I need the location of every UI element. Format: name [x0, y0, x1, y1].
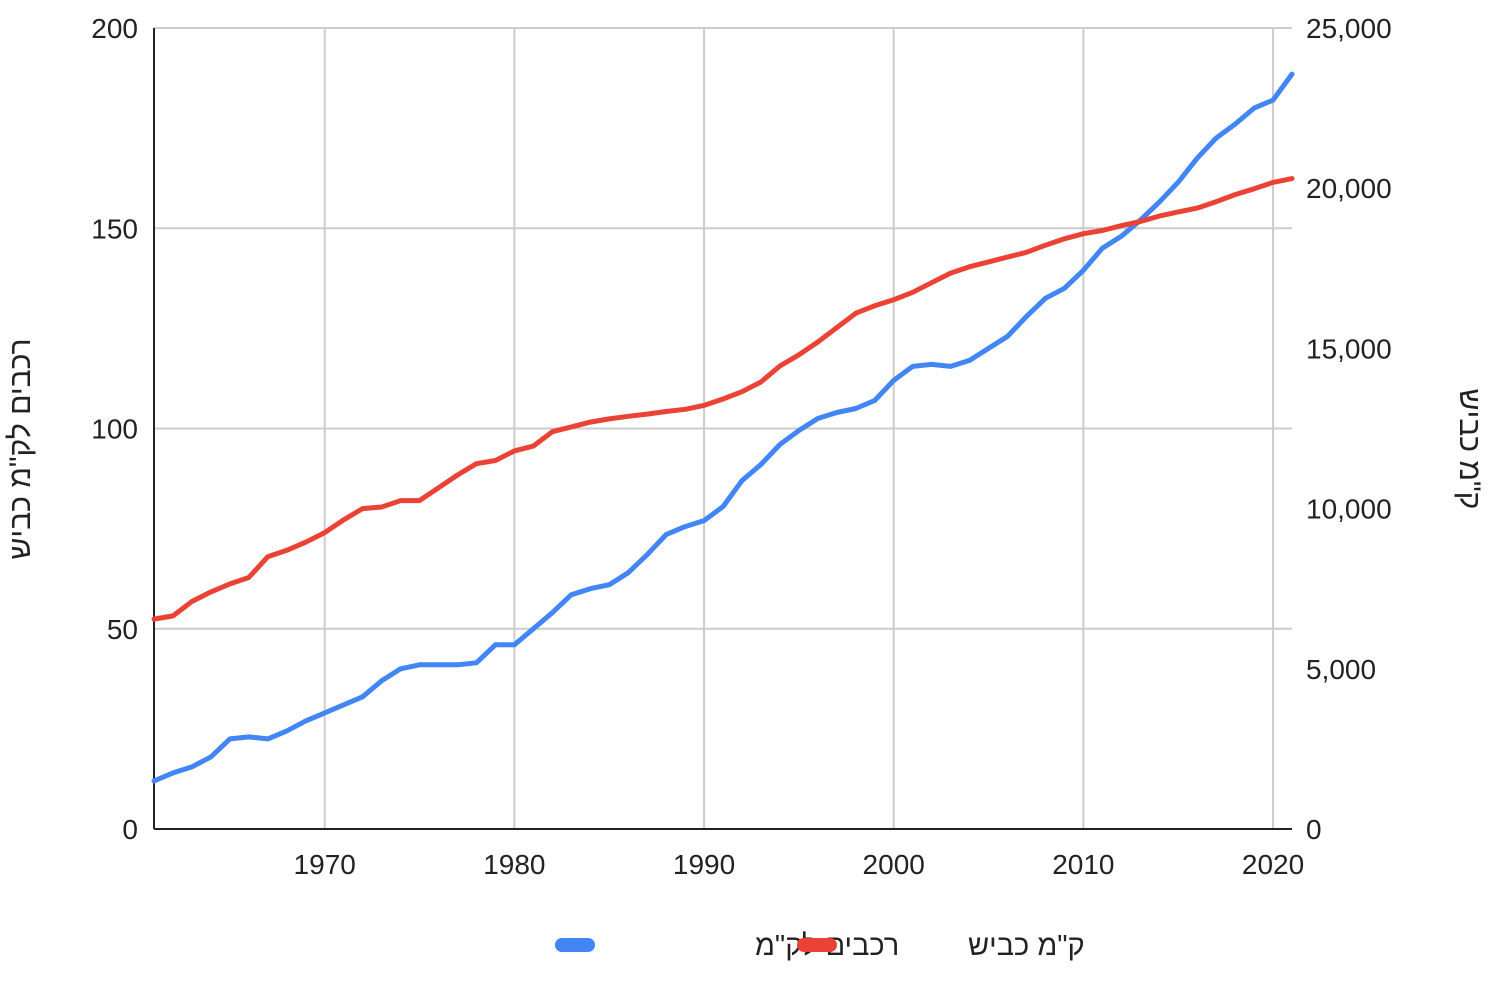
series-line-1: [151, 71, 1295, 784]
y-tick-label-right: 0: [1306, 814, 1322, 845]
series-line-2: [151, 176, 1295, 622]
y-tick-label-right: 25,000: [1306, 13, 1392, 44]
y-tick-label-right: 10,000: [1306, 494, 1392, 525]
y-tick-label-left: 50: [107, 614, 138, 645]
axes: [153, 28, 1292, 830]
legend-swatch-2: [797, 938, 837, 952]
y-tick-label-left: 100: [91, 414, 138, 445]
y-axis-title-right: ק"מ כביש: [1453, 389, 1486, 510]
y-tick-label-right: 20,000: [1306, 173, 1392, 204]
x-tick-label: 1970: [294, 849, 356, 880]
y-tick-label-left: 150: [91, 213, 138, 244]
x-tick-label: 1990: [673, 849, 735, 880]
gridlines: [154, 27, 1292, 829]
y-tick-label-right: 15,000: [1306, 333, 1392, 364]
x-tick-label: 2020: [1242, 849, 1304, 880]
series-lines: [151, 71, 1295, 784]
y-tick-label-right: 5,000: [1306, 654, 1376, 685]
y-tick-label-left: 200: [91, 13, 138, 44]
x-tick-label: 1980: [483, 849, 545, 880]
legend: רכבים לק"מ ק"מ כביש: [555, 930, 1085, 962]
y-axis-title-left: רכבים לק"מ כביש: [4, 339, 37, 560]
x-tick-label: 2010: [1052, 849, 1114, 880]
tick-labels: 05010015020005,00010,00015,00020,00025,0…: [91, 13, 1391, 880]
x-tick-label: 2000: [863, 849, 925, 880]
y-tick-label-left: 0: [122, 814, 138, 845]
legend-label-2: ק"מ כביש: [968, 930, 1085, 962]
legend-swatch-1: [555, 938, 595, 952]
